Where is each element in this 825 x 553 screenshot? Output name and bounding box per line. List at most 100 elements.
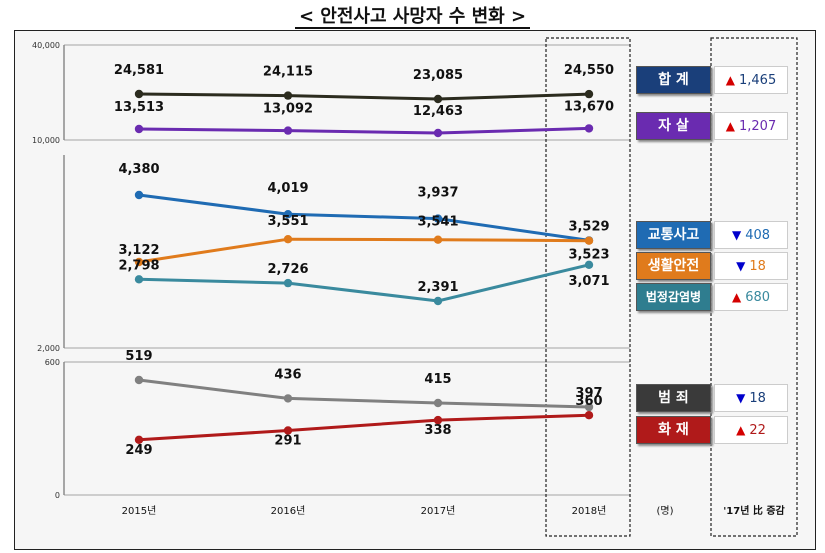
data-label-traffic: 4,019 [267,181,308,196]
unit-label: (명) [656,505,673,517]
data-label-life: 3,523 [568,248,609,263]
change-number: 680 [745,290,771,305]
data-point-crime [134,375,144,385]
chart-title: < 안전사고 사망자 수 변화 > [0,2,825,29]
x-tick-label: 2015년 [122,505,157,517]
y-tick-label: 600 [45,358,60,367]
series-line-life [138,237,590,264]
data-label-total: 23,085 [413,68,463,83]
legend-badge-life: 생활안전 [636,252,711,280]
triangle-up-icon: ▲ [736,423,746,437]
legend-badge-infect: 법정감염병 [636,283,711,311]
y-tick-label: 40,000 [32,41,60,50]
data-label-traffic: 4,380 [118,162,159,177]
data-label-fire: 338 [424,423,451,438]
x-tick-label: 2017년 [421,505,456,517]
change-value-traffic: ▼ 408 [714,221,788,249]
triangle-down-icon: ▼ [736,259,746,273]
data-label-fire: 249 [125,443,152,458]
change-number: 408 [745,228,771,243]
data-point-life [134,257,144,267]
triangle-down-icon: ▼ [736,391,746,405]
change-number: 18 [749,259,766,274]
data-point-life [584,236,594,245]
data-point-life [433,235,443,244]
data-point-total [134,89,144,99]
data-point-fire [134,435,144,444]
data-point-infect [584,260,594,269]
x-tick-label: 2018년 [572,505,607,517]
data-point-infect [134,275,144,284]
change-value-life: ▼ 18 [714,252,788,280]
data-label-total: 24,550 [564,63,614,78]
series-line-infect [138,263,590,303]
change-value-suicide: ▲ 1,207 [714,112,788,140]
data-point-suicide [584,124,594,133]
data-point-crime [584,402,594,412]
data-point-total [584,89,594,99]
series-line-total [138,92,590,101]
legend-badge-fire: 화 재 [636,416,711,444]
data-label-life: 3,122 [118,243,159,258]
data-label-infect: 2,726 [267,262,308,277]
data-point-infect [433,296,443,306]
data-label-fire: 291 [274,434,301,449]
data-point-infect [283,278,293,288]
change-number: 18 [749,391,766,406]
data-point-total [283,91,293,100]
data-point-fire [584,411,594,420]
change-value-infect: ▲ 680 [714,283,788,311]
data-label-life: 3,551 [267,214,308,229]
data-point-traffic [134,190,144,200]
legend-badge-total: 합 계 [636,66,711,94]
series-line-fire [138,413,590,442]
data-label-traffic: 3,937 [417,186,458,201]
data-label-suicide: 13,092 [263,102,313,117]
series-line-suicide [138,126,590,135]
triangle-up-icon: ▲ [725,119,735,133]
change-value-total: ▲ 1,465 [714,66,788,94]
data-label-life: 3,541 [417,215,458,230]
series-line-crime [138,378,590,409]
data-point-life [283,235,293,244]
data-label-infect: 2,391 [417,280,458,295]
y-tick-label: 10,000 [32,136,60,145]
data-point-total [433,94,443,104]
data-label-suicide: 13,670 [564,99,614,114]
data-point-crime [433,398,443,408]
legend-badge-traffic: 교통사고 [636,221,711,249]
x-tick-label: 2016년 [271,505,306,517]
diff-column-box [710,37,798,537]
data-label-crime: 415 [424,372,451,387]
data-label-crime: 436 [274,367,301,382]
data-point-traffic [283,210,293,219]
change-value-crime: ▼ 18 [714,384,788,412]
legend-badge-crime: 범 죄 [636,384,711,412]
chart-title-text: < 안전사고 사망자 수 변화 > [294,6,531,29]
data-label-crime: 519 [125,349,152,364]
data-point-suicide [433,128,443,138]
change-number: 1,207 [739,119,777,134]
data-label-suicide: 13,513 [114,100,164,115]
y-tick-label: 2,000 [37,344,60,353]
data-label-infect: 3,071 [568,274,609,289]
highlight-2018-box [545,37,631,537]
data-point-traffic [433,214,443,223]
change-number: 22 [749,423,766,438]
data-point-fire [433,415,443,425]
data-point-suicide [283,126,293,135]
data-label-total: 24,115 [263,65,313,80]
data-label-total: 24,581 [114,63,164,78]
legend-badge-suicide: 자 살 [636,112,711,140]
y-tick-label: 0 [55,491,60,500]
triangle-down-icon: ▼ [731,228,742,242]
series-line-traffic [138,193,590,242]
data-label-fire: 360 [575,394,602,409]
data-point-suicide [134,124,144,134]
change-value-fire: ▲ 22 [714,416,788,444]
data-label-suicide: 12,463 [413,104,463,119]
triangle-up-icon: ▲ [731,290,742,304]
data-point-crime [283,394,293,403]
data-label-crime: 397 [575,386,602,401]
